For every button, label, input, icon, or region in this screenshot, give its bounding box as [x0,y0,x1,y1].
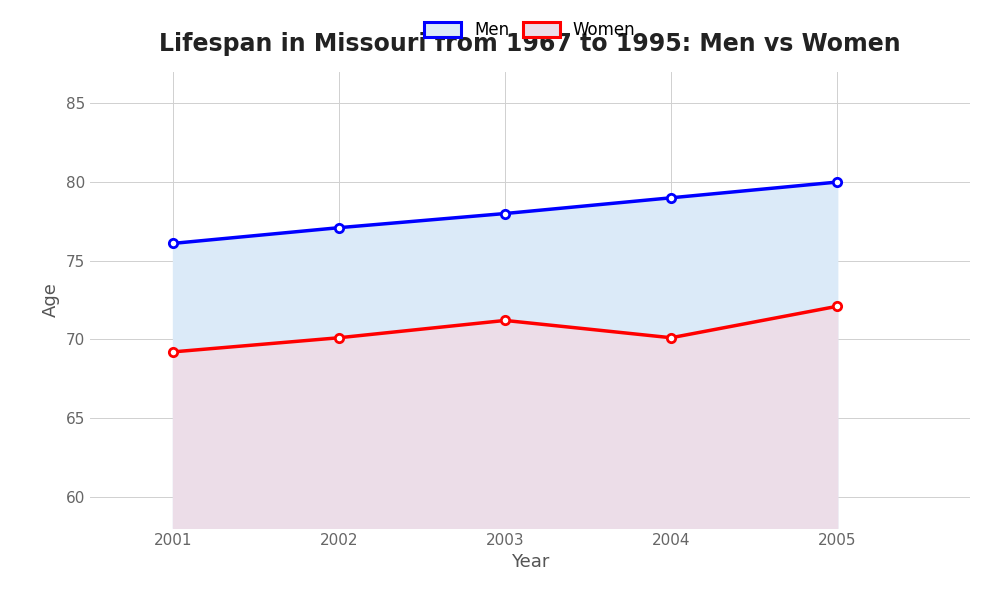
Title: Lifespan in Missouri from 1967 to 1995: Men vs Women: Lifespan in Missouri from 1967 to 1995: … [159,32,901,56]
Y-axis label: Age: Age [42,283,60,317]
X-axis label: Year: Year [511,553,549,571]
Legend: Men, Women: Men, Women [424,21,636,39]
